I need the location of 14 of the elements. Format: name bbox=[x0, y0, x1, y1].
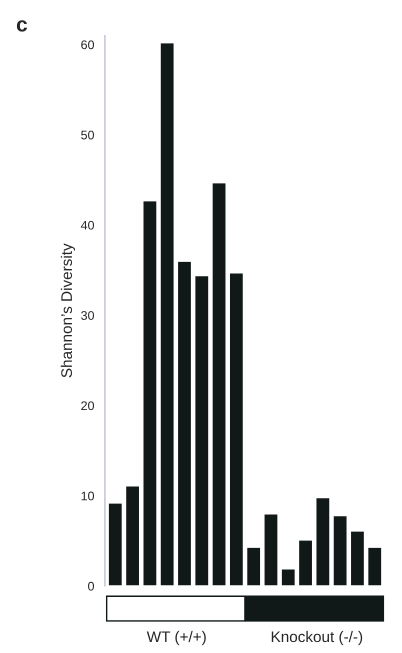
bar bbox=[280, 568, 296, 586]
y-tick-label: 0 bbox=[88, 582, 94, 591]
y-tick-label: 10 bbox=[82, 492, 94, 500]
bar bbox=[366, 546, 383, 586]
y-tick-label: 60 bbox=[81, 40, 94, 50]
y-axis-title: Shannon’s Diversity bbox=[60, 243, 76, 378]
text: Knockout (-/-) bbox=[272, 630, 362, 646]
y-tick-label: 30 bbox=[81, 311, 94, 320]
y-tick-label: 40 bbox=[80, 220, 94, 230]
y-tick-label: 50 bbox=[81, 130, 94, 140]
y-tick-label: 20 bbox=[81, 401, 94, 410]
text: WT (+/+) bbox=[146, 630, 206, 646]
bar bbox=[108, 502, 124, 586]
chart-title: c bbox=[16, 20, 28, 32]
